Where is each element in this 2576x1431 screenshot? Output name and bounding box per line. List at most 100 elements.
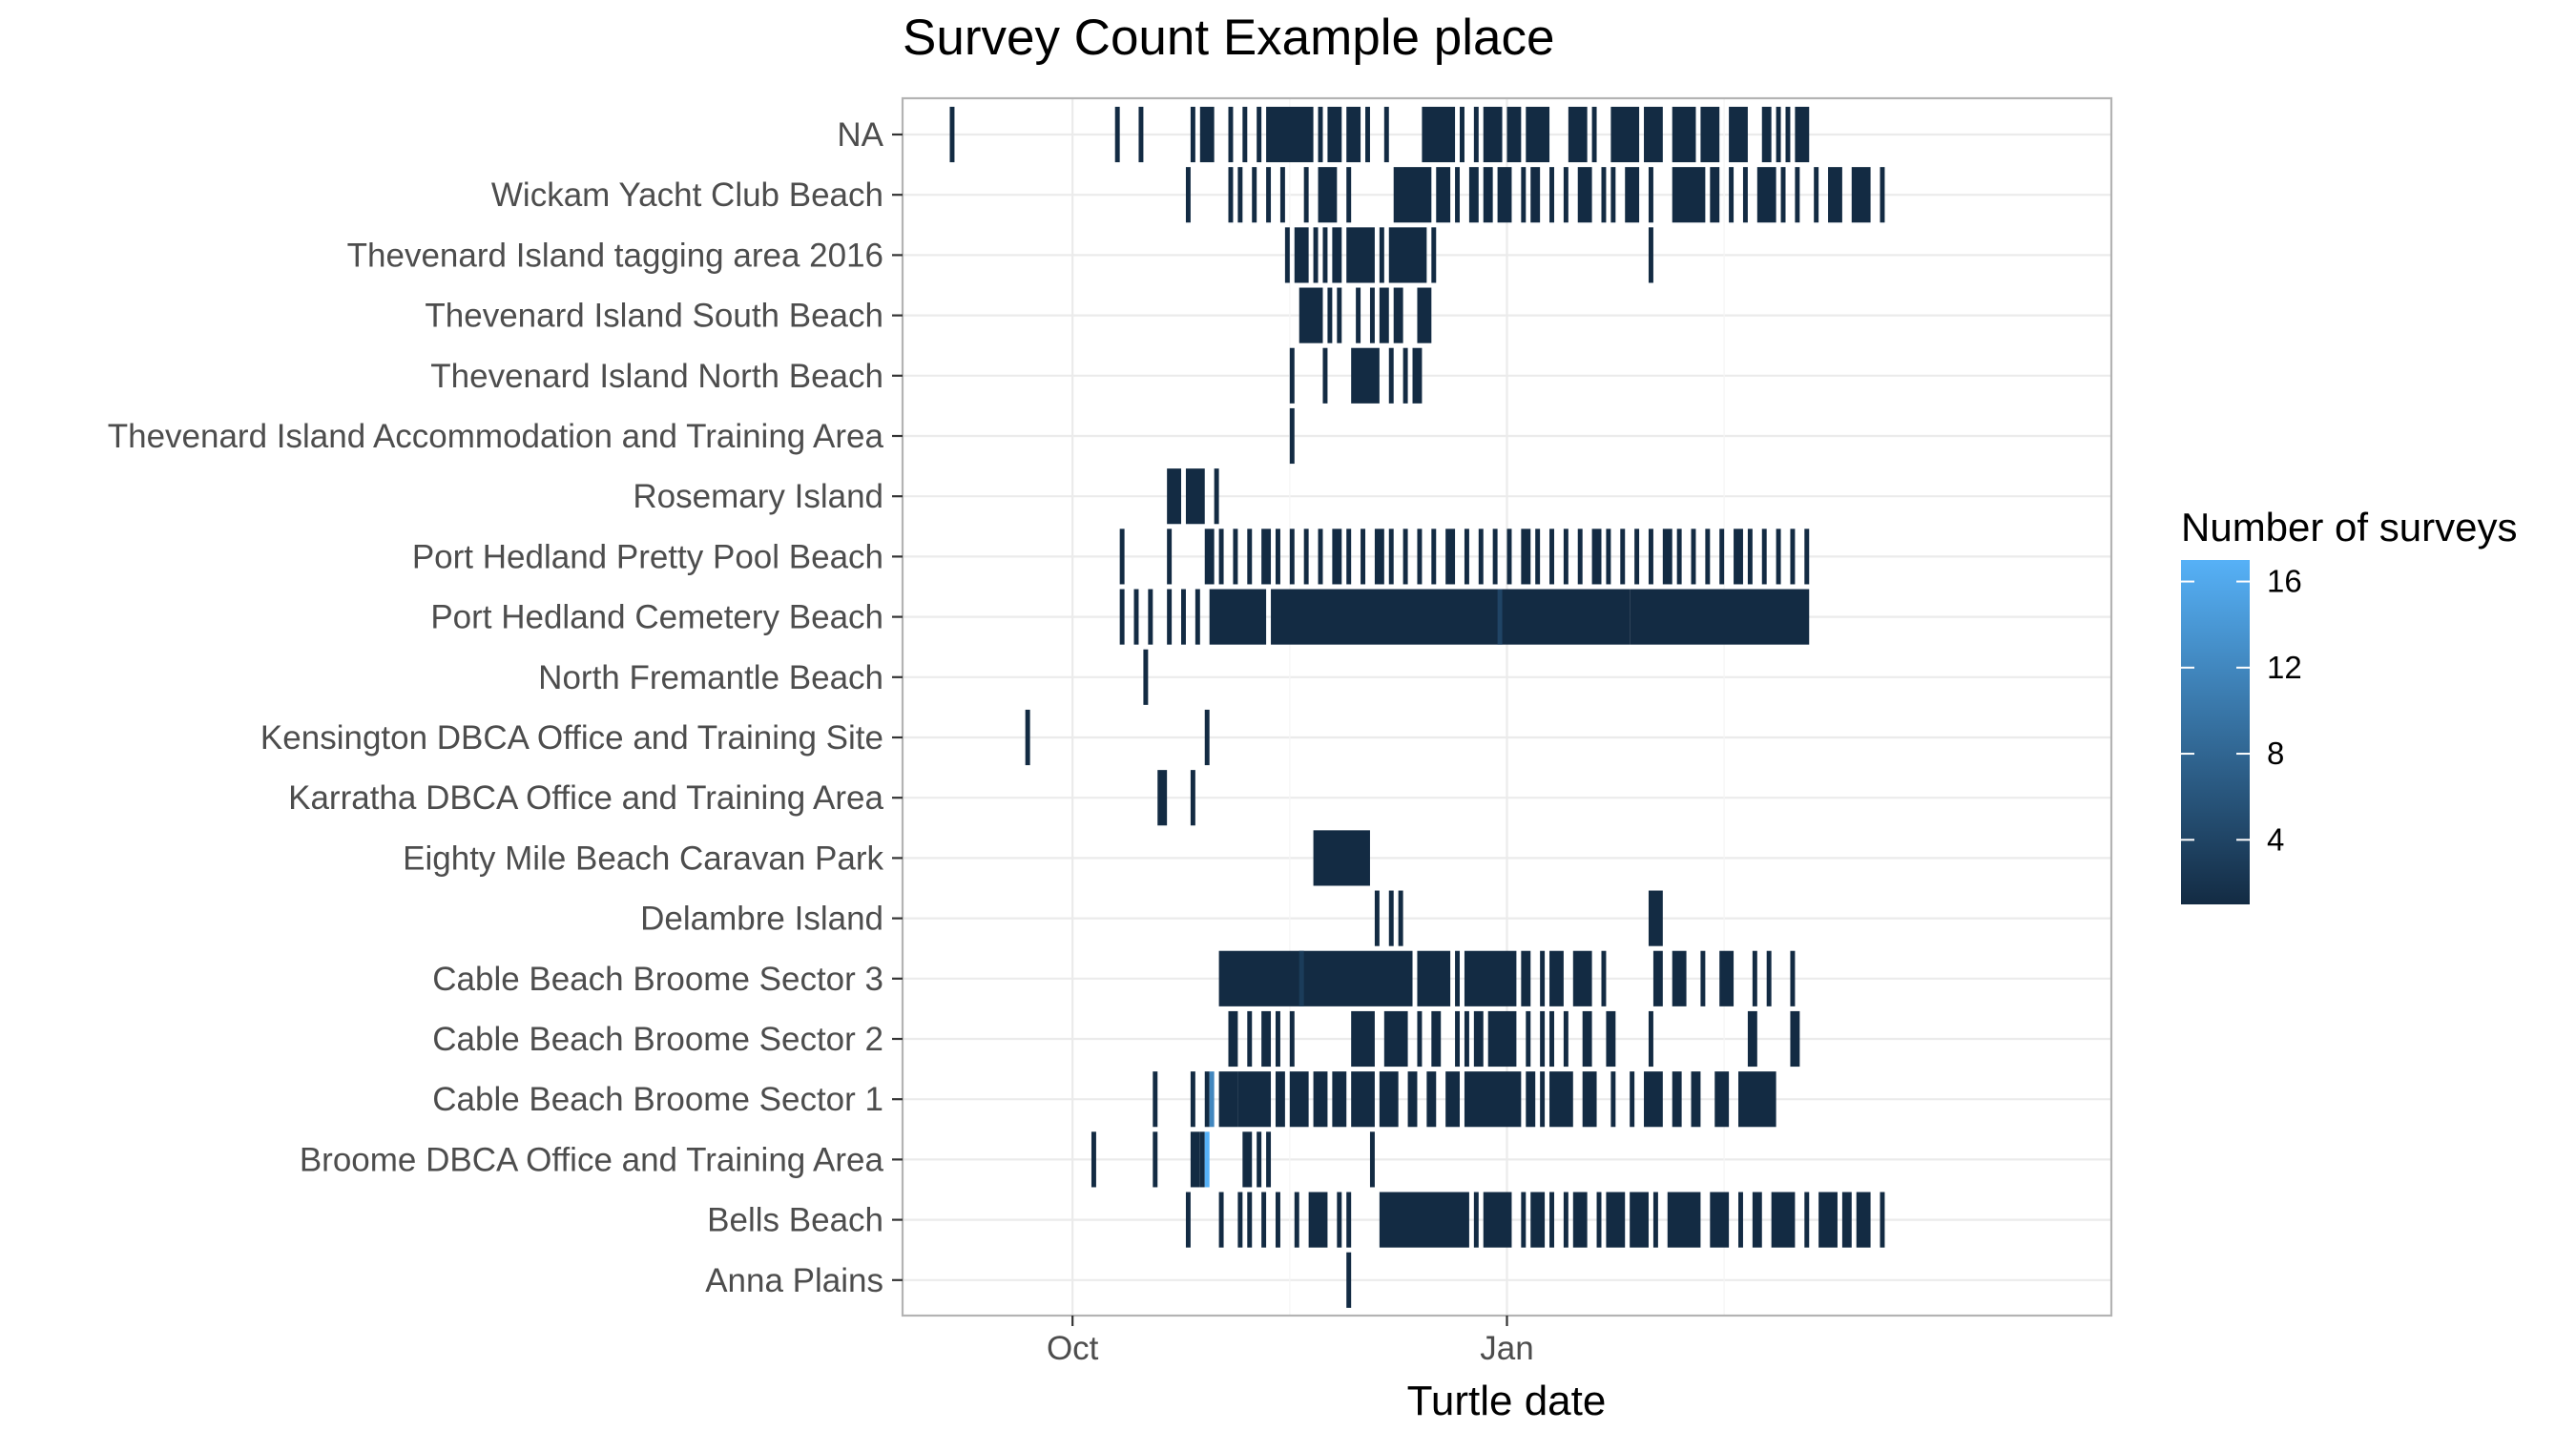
heatmap-tile: [1752, 1192, 1762, 1248]
heatmap-tile: [1729, 106, 1748, 163]
heatmap-tile: [1596, 1192, 1602, 1248]
heatmap-tile: [1275, 529, 1280, 585]
y-tick-label: North Fremantle Beach: [538, 659, 883, 696]
heatmap-tile: [1388, 347, 1394, 404]
heatmap-tile: [1322, 347, 1328, 404]
heatmap-tile: [1289, 1071, 1309, 1128]
heatmap-tile: [1804, 529, 1810, 585]
heatmap-tile: [1185, 468, 1205, 525]
heatmap-tile: [1266, 167, 1272, 223]
heatmap-tile: [1346, 167, 1352, 223]
heatmap-tile: [1237, 1192, 1243, 1248]
heatmap-tile: [1351, 1010, 1375, 1068]
heatmap-tile: [1464, 529, 1469, 585]
heatmap-tile: [1526, 1010, 1531, 1068]
heatmap-tile: [1464, 1010, 1469, 1068]
heatmap-tile: [1284, 227, 1290, 283]
heatmap-tile: [1289, 1010, 1295, 1068]
heatmap-tile: [1383, 106, 1389, 163]
heatmap-tile: [1582, 1010, 1592, 1068]
heatmap-tile: [1294, 227, 1309, 283]
heatmap-tile: [1776, 529, 1781, 585]
heatmap-tile: [1379, 227, 1384, 283]
heatmap-tile: [1521, 529, 1531, 585]
heatmap-tile: [1402, 347, 1408, 404]
heatmap-tile: [1379, 287, 1389, 343]
heatmap-tile: [1237, 1071, 1272, 1128]
heatmap-tile: [1294, 1192, 1299, 1248]
heatmap-tile: [1379, 1071, 1399, 1128]
y-tick-label: Rosemary Island: [633, 478, 883, 515]
x-axis-label: Turtle date: [1407, 1378, 1607, 1424]
heatmap-tile: [1369, 287, 1375, 343]
heatmap-tile: [1279, 167, 1285, 223]
heatmap-tile: [1738, 1192, 1743, 1248]
heatmap-tile: [1327, 106, 1342, 163]
heatmap-tile: [1526, 106, 1550, 163]
heatmap-tile: [1880, 1192, 1885, 1248]
heatmap-tile: [1275, 1010, 1280, 1068]
heatmap-tile: [1710, 167, 1720, 223]
heatmap-tile: [1313, 830, 1370, 886]
heatmap-tile: [1303, 529, 1309, 585]
heatmap-tile: [1506, 106, 1522, 163]
heatmap-tile: [1601, 167, 1607, 223]
heatmap-tile: [1738, 1071, 1776, 1128]
heatmap-tile: [1752, 950, 1757, 1006]
heatmap-tile: [1261, 1192, 1267, 1248]
heatmap-tile: [1247, 1010, 1253, 1068]
y-tick-label: Cable Beach Broome Sector 1: [432, 1081, 883, 1118]
x-tick-label: Jan: [1480, 1330, 1533, 1367]
heatmap-tile: [1625, 167, 1640, 223]
heatmap-tile: [1535, 529, 1541, 585]
heatmap-tile: [1483, 1192, 1512, 1248]
heatmap-tile: [1228, 106, 1234, 163]
heatmap-tile: [1761, 529, 1767, 585]
heatmap-tile: [1153, 1131, 1158, 1188]
heatmap-tile: [1530, 1192, 1546, 1248]
legend-tick-label: 8: [2267, 736, 2284, 771]
heatmap-tile: [1691, 1071, 1701, 1128]
y-tick-label: Karratha DBCA Office and Training Area: [288, 779, 883, 817]
heatmap-tile: [1644, 1071, 1663, 1128]
heatmap-tile: [1582, 1071, 1597, 1128]
heatmap-tile: [1572, 950, 1592, 1006]
heatmap-tile: [1771, 1192, 1796, 1248]
heatmap-tile: [1841, 1192, 1852, 1248]
heatmap-tile: [1540, 950, 1546, 1006]
heatmap-tile: [1190, 770, 1195, 826]
heatmap-tile: [1431, 227, 1437, 283]
y-axis-ticks: NA Wickam Yacht Club Beach Thevenard Islan…: [108, 116, 903, 1299]
heatmap-tile: [1204, 709, 1210, 766]
heatmap-tile: [1228, 167, 1234, 223]
heatmap-tile: [1218, 950, 1413, 1006]
heatmap-tile: [1289, 407, 1295, 465]
heatmap-tile: [1138, 106, 1144, 163]
heatmap-tile: [1393, 167, 1432, 223]
heatmap-tile: [1308, 1192, 1328, 1248]
y-tick-label: Bells Beach: [707, 1202, 883, 1239]
y-tick-label: Cable Beach Broome Sector 3: [432, 961, 883, 998]
y-tick-label: Thevenard Island tagging area 2016: [347, 237, 883, 274]
heatmap-tile: [1460, 106, 1465, 163]
heatmap-tile: [1648, 227, 1653, 283]
heatmap-tile: [1332, 529, 1342, 585]
heatmap-tile: [1756, 167, 1776, 223]
heatmap-tile: [1346, 1192, 1352, 1248]
heatmap-tile: [1648, 167, 1653, 223]
heatmap-tile: [1672, 1071, 1682, 1128]
heatmap-tile: [1676, 529, 1682, 585]
heatmap-tile: [1719, 529, 1725, 585]
heatmap-tile: [1455, 1010, 1461, 1068]
heatmap-tile: [1337, 287, 1342, 343]
heatmap-tile-highlight: [1497, 589, 1503, 645]
heatmap-tile: [1620, 529, 1626, 585]
heatmap-tile: [1610, 1071, 1616, 1128]
heatmap-tile: [1563, 529, 1568, 585]
heatmap-tile: [1672, 106, 1696, 163]
y-tick-label: Kensington DBCA Office and Training Site: [260, 719, 883, 757]
heatmap-tile: [1577, 529, 1583, 585]
heatmap-tile: [1204, 1071, 1210, 1128]
legend-ticks: 4 8 12 16: [2181, 564, 2302, 857]
heatmap-tile: [1483, 167, 1493, 223]
